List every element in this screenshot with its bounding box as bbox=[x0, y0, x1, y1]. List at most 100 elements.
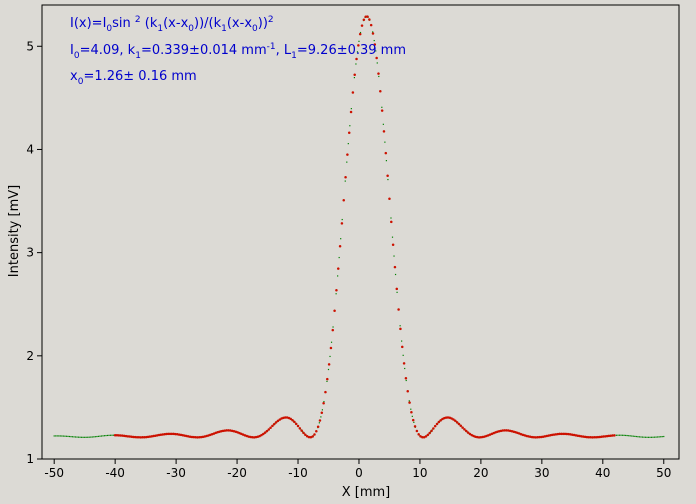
y-axis-ticks: 1 2 3 4 5 bbox=[26, 39, 42, 466]
fit-point bbox=[408, 401, 411, 404]
fit-point bbox=[326, 377, 329, 381]
fit-point bbox=[229, 429, 232, 432]
measured-point bbox=[73, 436, 75, 438]
fit-point bbox=[435, 422, 439, 426]
fit-point bbox=[196, 436, 199, 439]
measured-point bbox=[625, 434, 627, 437]
fit-point bbox=[609, 434, 612, 437]
fit-point bbox=[132, 435, 135, 439]
fit-point bbox=[593, 436, 596, 439]
fit-point bbox=[591, 436, 594, 439]
fit-point bbox=[539, 435, 543, 439]
fit-point bbox=[421, 436, 424, 439]
measured-point bbox=[94, 436, 96, 438]
fit-point bbox=[382, 130, 386, 133]
fit-point bbox=[410, 410, 413, 414]
fit-point bbox=[190, 435, 194, 439]
measured-point bbox=[106, 434, 109, 437]
measured-point bbox=[329, 355, 331, 358]
measured-point bbox=[87, 436, 89, 438]
fit-point bbox=[563, 432, 567, 436]
measured-point bbox=[93, 436, 95, 438]
measured-point bbox=[643, 436, 645, 438]
measured-point bbox=[620, 434, 622, 436]
fit-point bbox=[227, 429, 230, 432]
fit-point bbox=[561, 432, 565, 436]
fit-point bbox=[344, 176, 347, 179]
fit-point bbox=[278, 418, 281, 421]
fit-point bbox=[225, 429, 228, 432]
x-tick-label: 10 bbox=[412, 466, 427, 480]
fit-point bbox=[283, 416, 287, 419]
measured-point bbox=[404, 367, 406, 370]
fit-point bbox=[463, 428, 466, 431]
measured-point bbox=[64, 435, 66, 437]
fit-point bbox=[221, 429, 225, 433]
measured-point bbox=[430, 431, 432, 433]
measured-point bbox=[615, 434, 618, 436]
measured-point bbox=[661, 436, 663, 438]
fit-point bbox=[430, 429, 433, 433]
fit-point bbox=[146, 435, 150, 439]
fit-point bbox=[362, 18, 366, 22]
measured-point bbox=[378, 75, 380, 78]
fit-point bbox=[466, 431, 470, 434]
measured-point bbox=[88, 436, 90, 438]
fit-point bbox=[452, 418, 455, 421]
measured-point bbox=[109, 434, 112, 436]
measured-point bbox=[410, 408, 412, 410]
x-axis-ticks: -50 -40 -30 -20 -10 0 10 20 30 40 50 bbox=[44, 459, 671, 480]
fit-point bbox=[455, 421, 459, 424]
fit-point bbox=[596, 435, 600, 439]
fit-point bbox=[192, 435, 196, 439]
measured-point bbox=[77, 436, 80, 438]
fit-point bbox=[417, 433, 420, 436]
measured-point bbox=[337, 275, 339, 277]
fit-point bbox=[413, 425, 417, 428]
fit-point bbox=[611, 434, 614, 437]
measured-point bbox=[646, 436, 648, 438]
measured-point bbox=[408, 400, 410, 402]
measured-point bbox=[385, 160, 388, 162]
measured-point bbox=[654, 436, 656, 438]
measured-point bbox=[618, 434, 621, 436]
fit-point bbox=[144, 435, 148, 439]
measured-point bbox=[622, 434, 624, 436]
fit-point bbox=[115, 434, 119, 437]
fit-point bbox=[503, 429, 506, 432]
fit-point bbox=[340, 222, 344, 225]
measured-point bbox=[353, 77, 356, 79]
measured-point bbox=[53, 435, 55, 437]
fit-point bbox=[393, 265, 397, 269]
y-axis-label: Intensity [mV] bbox=[7, 185, 22, 277]
fit-point bbox=[139, 436, 143, 439]
fit-point bbox=[391, 243, 395, 247]
fit-point bbox=[437, 420, 441, 424]
measured-point bbox=[356, 51, 359, 53]
fit-point bbox=[289, 417, 292, 421]
x-tick-label: 30 bbox=[534, 466, 549, 480]
measured-point bbox=[90, 436, 92, 438]
fit-point bbox=[271, 424, 274, 428]
measured-point bbox=[382, 123, 384, 125]
measured-point bbox=[391, 236, 394, 238]
measured-point bbox=[320, 416, 322, 418]
measured-point bbox=[375, 50, 377, 52]
fit-point bbox=[311, 435, 314, 438]
fit-point bbox=[262, 432, 265, 436]
plot-frame bbox=[41, 4, 680, 460]
measured-point bbox=[65, 435, 67, 437]
fit-point bbox=[558, 432, 561, 436]
measured-point bbox=[321, 409, 324, 411]
measured-point bbox=[632, 435, 634, 437]
fit-point bbox=[554, 433, 558, 436]
measured-point bbox=[411, 415, 413, 417]
fit-point bbox=[479, 436, 483, 439]
measured-point bbox=[76, 436, 78, 438]
measured-point bbox=[301, 431, 304, 433]
y-tick-label: 4 bbox=[26, 142, 34, 156]
fit-point bbox=[249, 435, 252, 439]
measured-point bbox=[349, 125, 351, 127]
